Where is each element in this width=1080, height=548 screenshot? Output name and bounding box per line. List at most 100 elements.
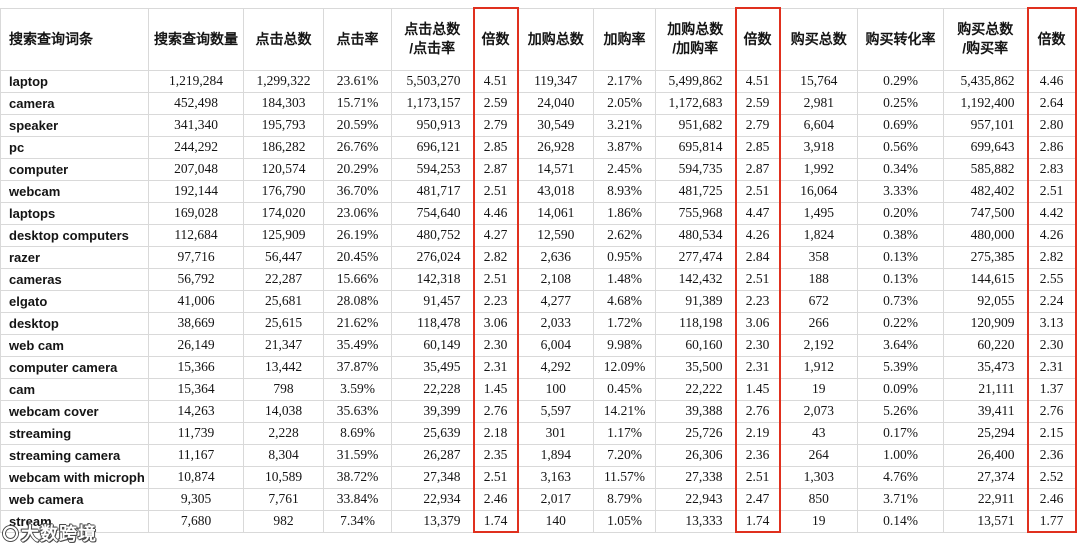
value-cell[interactable]: 19 [779, 509, 858, 533]
value-cell[interactable]: 186,282 [243, 135, 324, 159]
value-cell[interactable]: 3,163 [517, 465, 594, 489]
value-cell[interactable]: 266 [779, 311, 858, 335]
value-cell[interactable]: 23.61% [323, 69, 392, 93]
value-cell[interactable]: 1,172,683 [655, 91, 736, 115]
value-cell[interactable]: 755,968 [655, 201, 736, 225]
value-cell[interactable]: 184,303 [243, 91, 324, 115]
column-header-0[interactable]: 搜索查询词条 [0, 7, 149, 71]
value-cell[interactable]: 2.80 [1026, 113, 1077, 137]
value-cell[interactable]: 0.13% [857, 245, 944, 269]
value-cell[interactable]: 38,669 [148, 311, 244, 335]
value-cell[interactable]: 27,348 [391, 465, 474, 489]
value-cell[interactable]: 1.86% [593, 201, 656, 225]
value-cell[interactable]: 195,793 [243, 113, 324, 137]
value-cell[interactable]: 341,340 [148, 113, 244, 137]
value-cell[interactable]: 1.72% [593, 311, 656, 335]
value-cell[interactable]: 2,636 [517, 245, 594, 269]
value-cell[interactable]: 35,495 [391, 355, 474, 379]
value-cell[interactable]: 120,574 [243, 157, 324, 181]
value-cell[interactable]: 2.30 [472, 333, 519, 357]
value-cell[interactable]: 2.82 [1026, 245, 1077, 269]
query-term-cell[interactable]: laptops [0, 201, 149, 225]
value-cell[interactable]: 26,306 [655, 443, 736, 467]
value-cell[interactable]: 2.55 [1026, 267, 1077, 291]
value-cell[interactable]: 5,435,862 [943, 69, 1028, 93]
value-cell[interactable]: 2.47 [734, 487, 781, 511]
value-cell[interactable]: 672 [779, 289, 858, 313]
value-cell[interactable]: 25,726 [655, 421, 736, 445]
value-cell[interactable]: 4.46 [1026, 69, 1077, 93]
value-cell[interactable]: 4,277 [517, 289, 594, 313]
value-cell[interactable]: 0.56% [857, 135, 944, 159]
value-cell[interactable]: 0.20% [857, 201, 944, 225]
value-cell[interactable]: 25,615 [243, 311, 324, 335]
value-cell[interactable]: 2,228 [243, 421, 324, 445]
value-cell[interactable]: 2.30 [1026, 333, 1077, 357]
value-cell[interactable]: 9,305 [148, 487, 244, 511]
value-cell[interactable]: 15.66% [323, 267, 392, 291]
value-cell[interactable]: 1,894 [517, 443, 594, 467]
value-cell[interactable]: 3.87% [593, 135, 656, 159]
value-cell[interactable]: 2.51 [472, 267, 519, 291]
query-term-cell[interactable]: computer [0, 157, 149, 181]
value-cell[interactable]: 747,500 [943, 201, 1028, 225]
value-cell[interactable]: 13,379 [391, 509, 474, 533]
value-cell[interactable]: 5.39% [857, 355, 944, 379]
value-cell[interactable]: 2.31 [734, 355, 781, 379]
value-cell[interactable]: 950,913 [391, 113, 474, 137]
value-cell[interactable]: 3.13 [1026, 311, 1077, 335]
column-header-9[interactable]: 倍数 [734, 7, 781, 71]
value-cell[interactable]: 358 [779, 245, 858, 269]
value-cell[interactable]: 25,294 [943, 421, 1028, 445]
value-cell[interactable]: 8.79% [593, 487, 656, 511]
value-cell[interactable]: 142,432 [655, 267, 736, 291]
value-cell[interactable]: 2.83 [1026, 157, 1077, 181]
column-header-12[interactable]: 购买总数 /购买率 [943, 7, 1028, 71]
value-cell[interactable]: 21,347 [243, 333, 324, 357]
value-cell[interactable]: 1,824 [779, 223, 858, 247]
value-cell[interactable]: 480,000 [943, 223, 1028, 247]
value-cell[interactable]: 22,911 [943, 487, 1028, 511]
value-cell[interactable]: 3.64% [857, 333, 944, 357]
value-cell[interactable]: 12,590 [517, 223, 594, 247]
value-cell[interactable]: 2.23 [734, 289, 781, 313]
value-cell[interactable]: 22,934 [391, 487, 474, 511]
value-cell[interactable]: 20.59% [323, 113, 392, 137]
value-cell[interactable]: 481,725 [655, 179, 736, 203]
value-cell[interactable]: 31.59% [323, 443, 392, 467]
value-cell[interactable]: 20.29% [323, 157, 392, 181]
value-cell[interactable]: 2.05% [593, 91, 656, 115]
value-cell[interactable]: 8,304 [243, 443, 324, 467]
value-cell[interactable]: 1,303 [779, 465, 858, 489]
value-cell[interactable]: 35,500 [655, 355, 736, 379]
query-term-cell[interactable]: cam [0, 377, 149, 401]
value-cell[interactable]: 2.19 [734, 421, 781, 445]
value-cell[interactable]: 14,571 [517, 157, 594, 181]
value-cell[interactable]: 13,333 [655, 509, 736, 533]
value-cell[interactable]: 585,882 [943, 157, 1028, 181]
value-cell[interactable]: 22,943 [655, 487, 736, 511]
value-cell[interactable]: 118,198 [655, 311, 736, 335]
value-cell[interactable]: 244,292 [148, 135, 244, 159]
value-cell[interactable]: 142,318 [391, 267, 474, 291]
value-cell[interactable]: 2.23 [472, 289, 519, 313]
value-cell[interactable]: 1.74 [472, 509, 519, 533]
value-cell[interactable]: 4.26 [1026, 223, 1077, 247]
value-cell[interactable]: 2.51 [1026, 179, 1077, 203]
query-term-cell[interactable]: camera [0, 91, 149, 115]
value-cell[interactable]: 26,928 [517, 135, 594, 159]
value-cell[interactable]: 2.51 [734, 267, 781, 291]
column-header-4[interactable]: 点击总数 /点击率 [391, 7, 474, 71]
column-header-7[interactable]: 加购率 [593, 7, 656, 71]
value-cell[interactable]: 13,571 [943, 509, 1028, 533]
value-cell[interactable]: 2.51 [472, 179, 519, 203]
value-cell[interactable]: 2.59 [734, 91, 781, 115]
value-cell[interactable]: 14,061 [517, 201, 594, 225]
value-cell[interactable]: 0.17% [857, 421, 944, 445]
value-cell[interactable]: 2.64 [1026, 91, 1077, 115]
value-cell[interactable]: 4.51 [734, 69, 781, 93]
value-cell[interactable]: 276,024 [391, 245, 474, 269]
value-cell[interactable]: 119,347 [517, 69, 594, 93]
value-cell[interactable]: 39,411 [943, 399, 1028, 423]
value-cell[interactable]: 2,981 [779, 91, 858, 115]
